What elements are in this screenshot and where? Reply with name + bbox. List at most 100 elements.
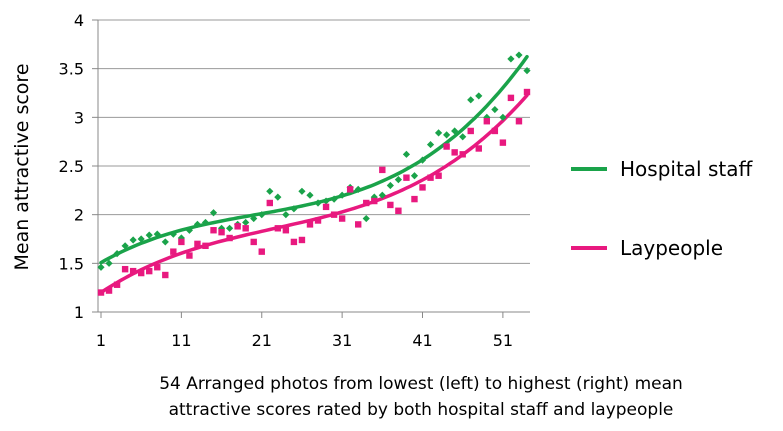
data-point-laypeople <box>483 118 491 125</box>
data-point-hospital-staff <box>250 214 258 223</box>
data-point-hospital-staff <box>515 51 523 59</box>
data-point-laypeople <box>427 174 434 181</box>
data-point-laypeople <box>411 195 418 203</box>
data-point-hospital-staff <box>185 226 194 234</box>
data-point-laypeople <box>443 143 450 150</box>
axes <box>92 19 530 318</box>
data-point-hospital-staff <box>290 205 298 213</box>
data-point-laypeople <box>242 225 249 232</box>
x-tick-label: 31 <box>332 331 352 350</box>
data-point-laypeople <box>290 238 298 246</box>
data-point-laypeople <box>113 281 121 288</box>
data-point-hospital-staff <box>394 176 402 184</box>
data-point-hospital-staff <box>410 172 419 180</box>
data-point-hospital-staff <box>298 187 306 195</box>
data-point-hospital-staff <box>137 235 145 243</box>
data-point-laypeople <box>330 211 338 218</box>
data-point-laypeople <box>451 149 458 156</box>
trend-lines <box>99 54 529 295</box>
data-point-hospital-staff <box>161 238 169 246</box>
data-point-hospital-staff <box>306 191 314 199</box>
data-point-laypeople <box>467 127 474 135</box>
data-point-laypeople <box>226 234 233 242</box>
data-point-hospital-staff <box>113 250 121 258</box>
data-point-hospital-staff <box>467 96 475 104</box>
legend-label-hospital-staff: Hospital staff <box>620 157 753 181</box>
y-tick-label: 1.5 <box>59 254 84 273</box>
data-point-laypeople <box>379 166 386 174</box>
data-point-laypeople <box>499 139 507 146</box>
x-tick-label: 51 <box>493 331 513 350</box>
data-points <box>97 51 531 296</box>
data-point-laypeople <box>523 88 531 96</box>
data-point-laypeople <box>346 186 354 193</box>
data-point-hospital-staff <box>209 209 218 217</box>
data-point-hospital-staff <box>459 133 467 141</box>
data-point-laypeople <box>371 197 378 205</box>
data-point-hospital-staff <box>418 156 427 164</box>
data-point-hospital-staff <box>362 214 370 223</box>
data-point-hospital-staff <box>201 218 210 227</box>
data-point-laypeople <box>419 184 426 191</box>
y-tick-label: 4 <box>74 11 84 30</box>
data-point-hospital-staff <box>145 231 153 239</box>
data-point-hospital-staff <box>338 191 346 199</box>
data-point-laypeople <box>387 201 394 209</box>
data-point-hospital-staff <box>386 181 394 190</box>
data-point-laypeople <box>475 145 482 152</box>
data-point-hospital-staff <box>434 129 443 137</box>
data-point-laypeople <box>137 269 145 277</box>
y-tick-label: 2.5 <box>59 157 84 176</box>
gridlines <box>98 19 530 264</box>
data-point-hospital-staff <box>330 195 338 203</box>
data-point-laypeople <box>435 172 442 179</box>
data-point-hospital-staff <box>354 185 362 193</box>
trend-line-hospital-staff <box>99 54 529 265</box>
data-point-laypeople <box>162 271 169 279</box>
legend: Hospital staff Laypeople <box>571 157 753 260</box>
data-point-laypeople <box>274 225 282 232</box>
data-point-laypeople <box>146 267 153 275</box>
data-point-hospital-staff <box>443 131 451 139</box>
data-point-laypeople <box>194 240 201 248</box>
data-point-hospital-staff <box>258 211 266 219</box>
data-point-laypeople <box>491 127 499 135</box>
data-point-laypeople <box>403 174 410 181</box>
data-point-laypeople <box>105 287 113 294</box>
data-point-hospital-staff <box>97 263 105 271</box>
data-point-hospital-staff <box>402 150 411 158</box>
legend-label-laypeople: Laypeople <box>620 236 723 260</box>
data-point-laypeople <box>202 242 209 250</box>
data-point-laypeople <box>186 252 193 259</box>
x-tick-label: 1 <box>96 331 106 350</box>
y-tick-label: 1 <box>74 303 84 322</box>
data-point-laypeople <box>314 217 322 224</box>
data-point-laypeople <box>298 236 306 244</box>
data-point-laypeople <box>121 265 129 273</box>
x-tick-label: 21 <box>252 331 272 350</box>
x-tick-label: 41 <box>412 331 432 350</box>
data-point-hospital-staff <box>378 191 386 199</box>
y-tick-label: 3 <box>74 108 84 127</box>
data-point-laypeople <box>218 228 225 236</box>
data-point-laypeople <box>282 227 290 234</box>
data-point-hospital-staff <box>242 218 250 227</box>
data-point-laypeople <box>363 199 370 207</box>
data-point-hospital-staff <box>426 140 435 149</box>
y-axis-title: Mean attractive score <box>11 63 33 270</box>
data-point-laypeople <box>210 227 217 234</box>
data-point-hospital-staff <box>105 259 113 267</box>
tick-labels: 11.522.533.541 11 21 31 41 51 <box>59 11 514 350</box>
x-axis-title-line-2: attractive scores rated by both hospital… <box>169 400 674 420</box>
data-point-hospital-staff <box>475 92 483 100</box>
data-point-laypeople <box>266 199 273 207</box>
data-point-hospital-staff <box>153 230 161 238</box>
data-point-hospital-staff <box>193 220 202 228</box>
data-point-laypeople <box>507 94 515 102</box>
data-point-hospital-staff <box>169 230 177 238</box>
data-point-hospital-staff <box>523 67 531 75</box>
data-point-laypeople <box>306 221 314 228</box>
data-point-laypeople <box>234 223 241 230</box>
